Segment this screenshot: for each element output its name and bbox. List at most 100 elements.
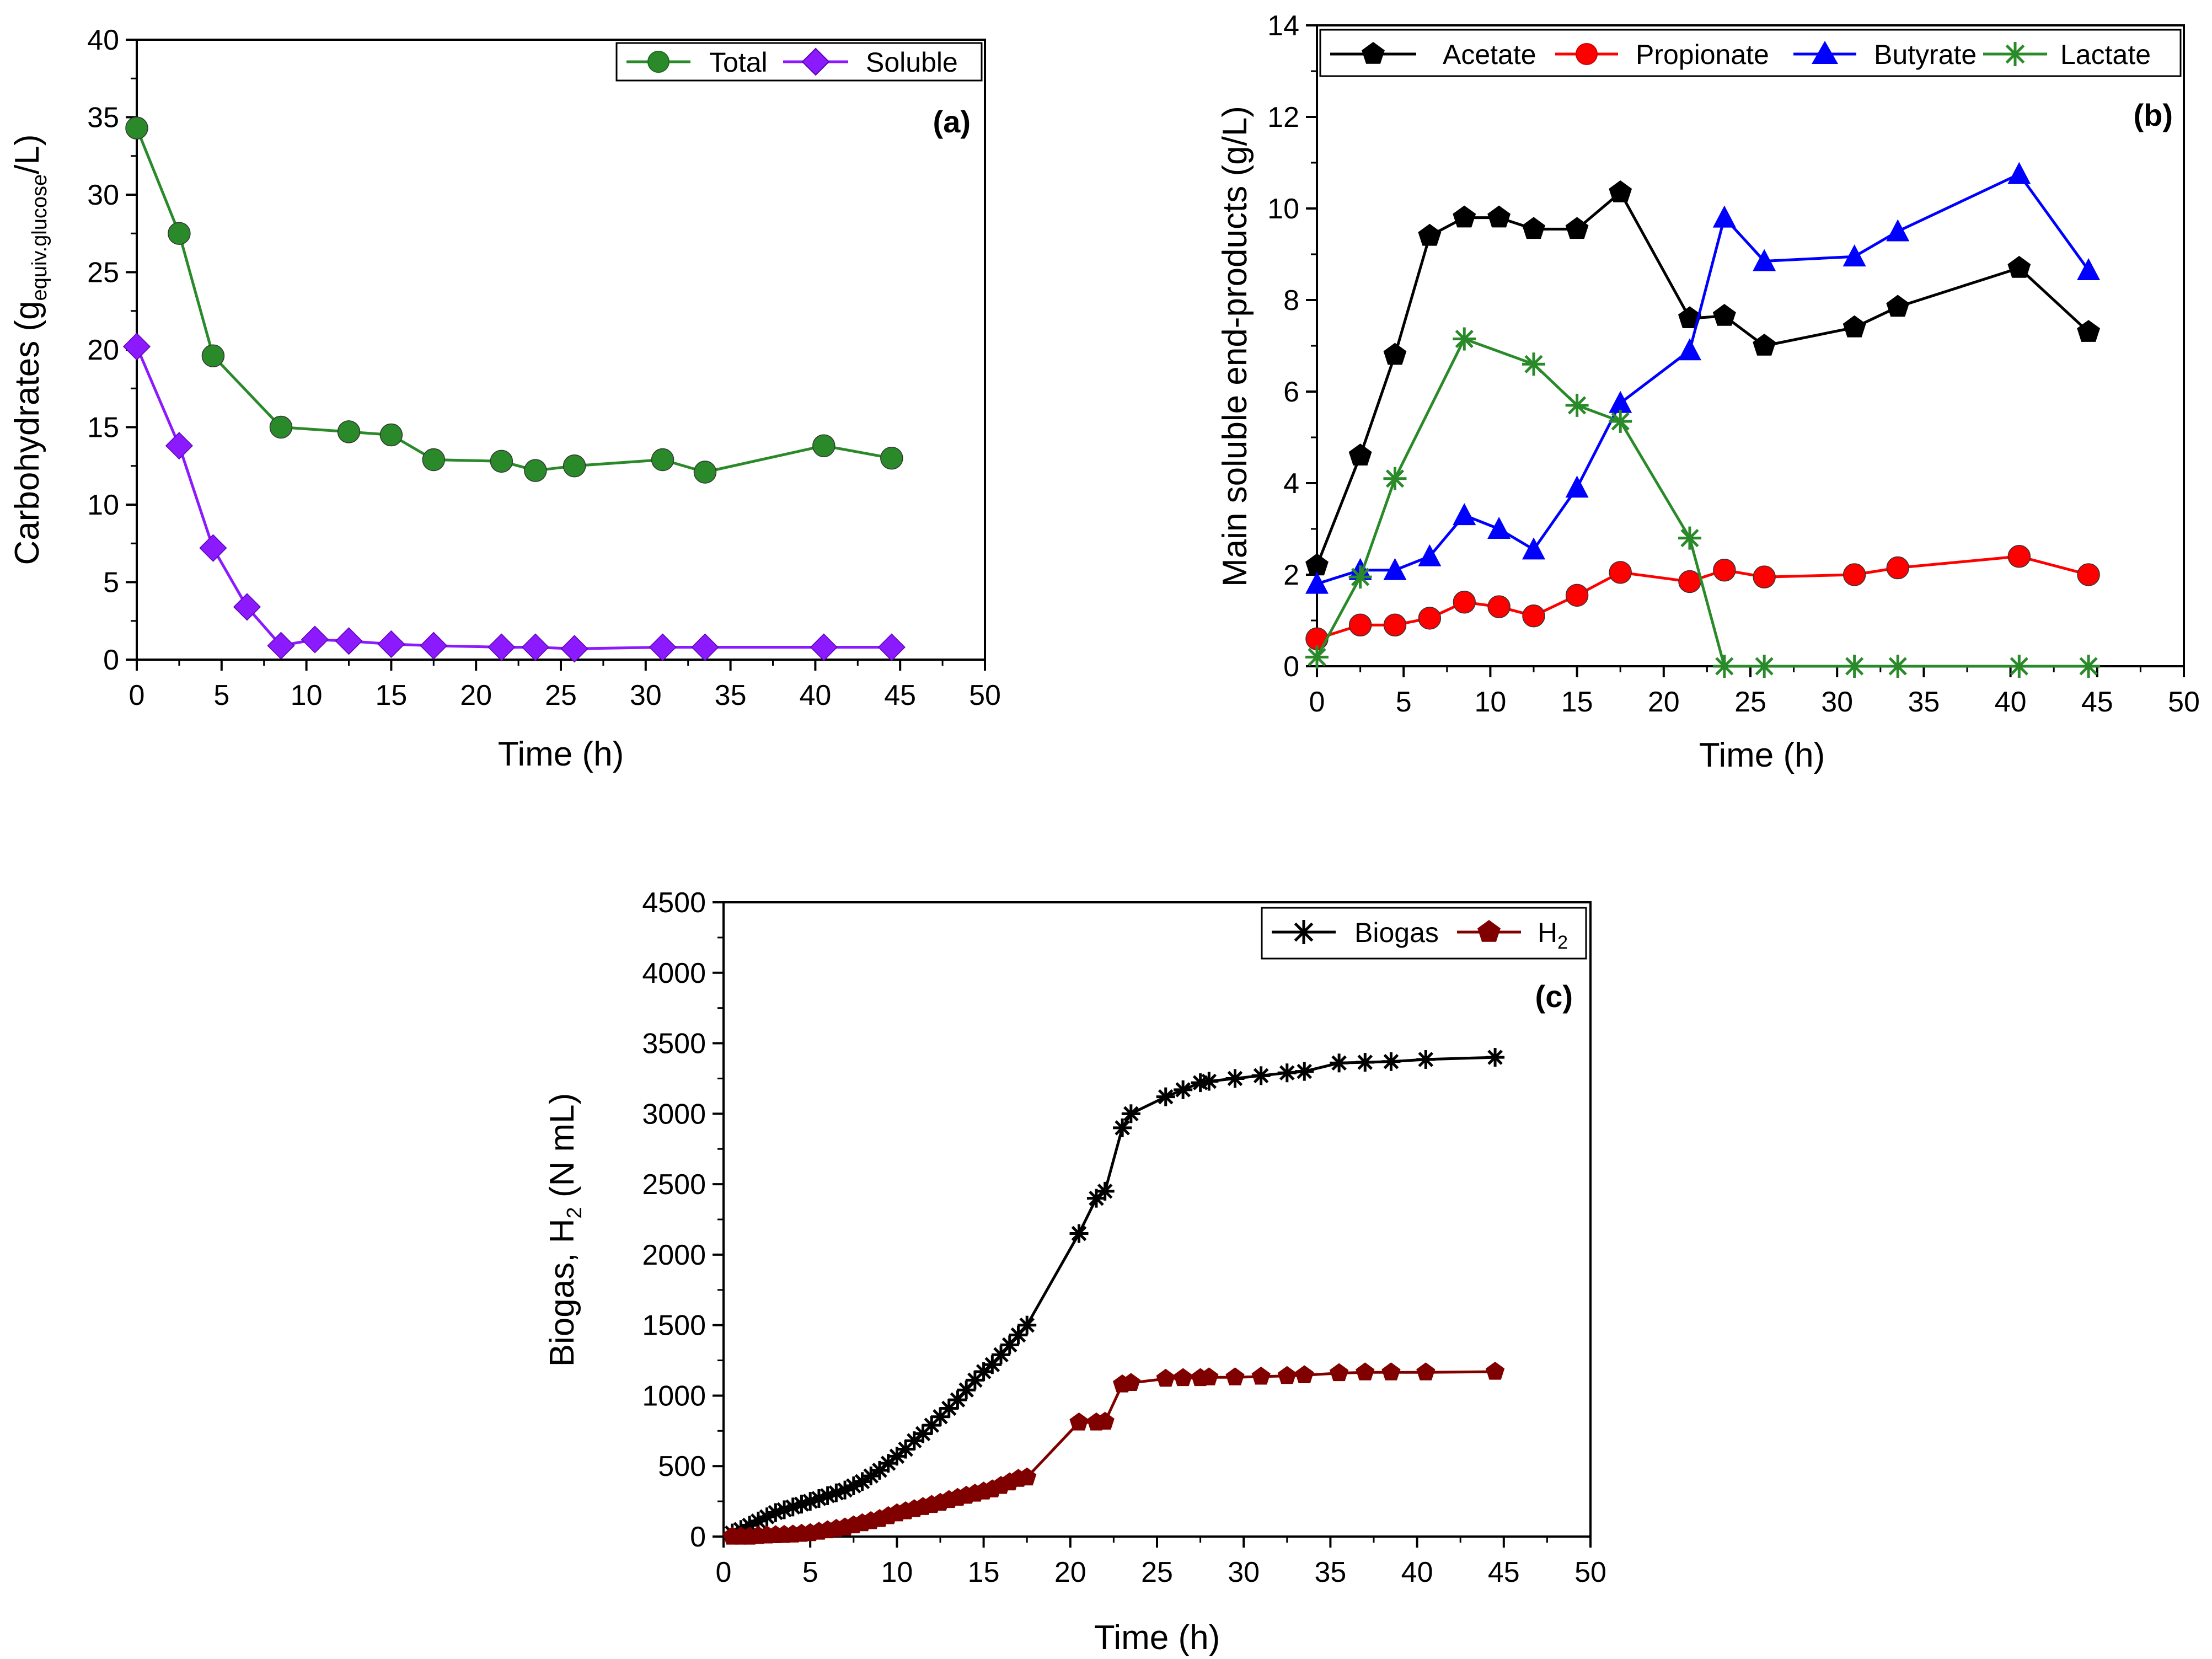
data-point-acetate [1565, 217, 1589, 239]
panel-b-legend: Acetate Propionate Butyrate Lactate [1319, 29, 2182, 77]
series-line-acetate [1315, 191, 2090, 566]
data-point-total [201, 344, 225, 367]
data-point-soluble [122, 333, 151, 361]
data-point-h2 [1156, 1368, 1175, 1387]
data-point-h2 [1356, 1362, 1375, 1380]
x-tick-label: 35 [1314, 1556, 1346, 1588]
data-point-total [379, 423, 403, 447]
data-point-total [490, 449, 513, 473]
data-point-acetate [1843, 315, 1866, 338]
data-point-acetate [1418, 223, 1442, 246]
data-point-butyrate [2077, 258, 2101, 281]
panel-a-label: (a) [933, 104, 971, 139]
series-line-soluble [135, 346, 892, 650]
data-point-soluble [691, 633, 719, 661]
legend-label-propionate: Propionate [1636, 39, 1769, 70]
x-tick-label: 0 [129, 679, 145, 711]
data-point-h2 [1121, 1373, 1140, 1391]
data-point-butyrate [1487, 517, 1511, 539]
data-point-biogas [1095, 1181, 1115, 1201]
data-point-soluble [165, 432, 193, 460]
data-point-lactate [1843, 655, 1866, 678]
data-point-propionate [2007, 545, 2031, 568]
legend-swatch-lactate [1983, 42, 2047, 66]
x-tick-label: 5 [213, 679, 229, 711]
data-point-h2 [1295, 1365, 1314, 1383]
x-tick-label: 30 [1821, 686, 1853, 718]
y-tick-label: 1500 [642, 1310, 706, 1342]
panel-b-plot-frame [1316, 24, 2185, 667]
data-point-butyrate [1305, 571, 1329, 594]
data-point-biogas [1225, 1069, 1245, 1088]
y-tick-label: 20 [87, 334, 119, 366]
series-line-total [135, 127, 892, 474]
data-point-lactate [1522, 352, 1545, 376]
data-point-propionate [1843, 563, 1866, 586]
panel-c-x-ticks: 0 5 10 15 20 25 30 35 40 45 50 [716, 1537, 1606, 1588]
data-point-soluble [420, 632, 448, 660]
y-tick-label: 8 [1283, 285, 1299, 317]
data-point-butyrate [2007, 162, 2031, 184]
data-point-biogas [775, 1500, 794, 1519]
data-point-h2 [1486, 1362, 1505, 1380]
x-tick-label: 0 [716, 1556, 732, 1588]
y-tick-label: 0 [690, 1521, 706, 1553]
legend-label-acetate: Acetate [1443, 39, 1536, 70]
panel-c-y-axis-label: Biogas, H2 (N mL) [543, 1093, 586, 1367]
data-point-h2 [1017, 1467, 1037, 1486]
data-point-soluble [488, 633, 516, 661]
data-point-butyrate [1522, 537, 1545, 560]
data-point-biogas [1113, 1118, 1132, 1137]
y-tick-label: 25 [87, 257, 119, 289]
data-point-total [337, 420, 361, 443]
data-point-biogas [1199, 1072, 1219, 1091]
y-tick-label: 5 [103, 567, 119, 599]
y-tick-label: 2500 [642, 1169, 706, 1201]
x-tick-label: 25 [1141, 1556, 1173, 1588]
data-point-biogas [1330, 1053, 1349, 1073]
x-tick-label: 35 [715, 679, 747, 711]
data-point-soluble [521, 633, 549, 661]
data-point-propionate [1522, 604, 1545, 628]
data-point-acetate [1886, 295, 1910, 317]
data-point-propionate [2077, 563, 2100, 586]
panel-b-x-axis-label: Time (h) [1699, 736, 1825, 774]
legend-label-total: Total [709, 47, 768, 78]
y-tick-label: 2000 [642, 1239, 706, 1271]
data-point-soluble [560, 635, 588, 663]
data-point-biogas [1277, 1063, 1297, 1083]
data-point-total [651, 448, 674, 472]
y-tick-label: 0 [103, 644, 119, 676]
panel-b-label: (b) [2133, 98, 2173, 132]
data-point-h2 [1199, 1367, 1219, 1385]
data-point-soluble [649, 633, 677, 661]
data-point-butyrate [1383, 558, 1407, 580]
x-tick-label: 10 [881, 1556, 913, 1588]
data-point-lactate [1305, 645, 1329, 669]
panel-a: 0 5 10 15 20 25 30 35 40 45 50 0 5 10 15 20 25 30 35 40 Ti… [8, 24, 1001, 773]
panel-a-x-axis-label: Time (h) [498, 735, 624, 773]
data-point-lactate [1565, 393, 1589, 417]
data-point-acetate [2007, 255, 2031, 278]
panel-a-plot-frame [136, 39, 986, 661]
x-tick-label: 30 [630, 679, 662, 711]
data-point-propionate [1453, 591, 1476, 614]
data-point-propionate [1609, 561, 1632, 584]
data-point-propionate [1678, 570, 1701, 593]
data-point-acetate [1305, 553, 1329, 576]
data-point-propionate [1713, 558, 1736, 582]
y-tick-label: 6 [1283, 376, 1299, 408]
data-point-propionate [1487, 595, 1511, 618]
data-point-biogas [992, 1345, 1011, 1364]
data-point-soluble [877, 633, 906, 661]
data-point-lactate [1453, 327, 1476, 351]
data-point-propionate [1383, 613, 1407, 637]
data-point-soluble [233, 593, 261, 621]
y-tick-label: 4500 [642, 887, 706, 919]
data-point-biogas [1381, 1052, 1401, 1071]
panel-a-y-ticks: 0 5 10 15 20 25 30 35 40 [87, 24, 137, 676]
panel-c-x-axis-label: Time (h) [1094, 1619, 1220, 1657]
data-point-biogas [1416, 1050, 1436, 1069]
x-tick-label: 15 [968, 1556, 1000, 1588]
data-point-soluble [199, 534, 227, 562]
